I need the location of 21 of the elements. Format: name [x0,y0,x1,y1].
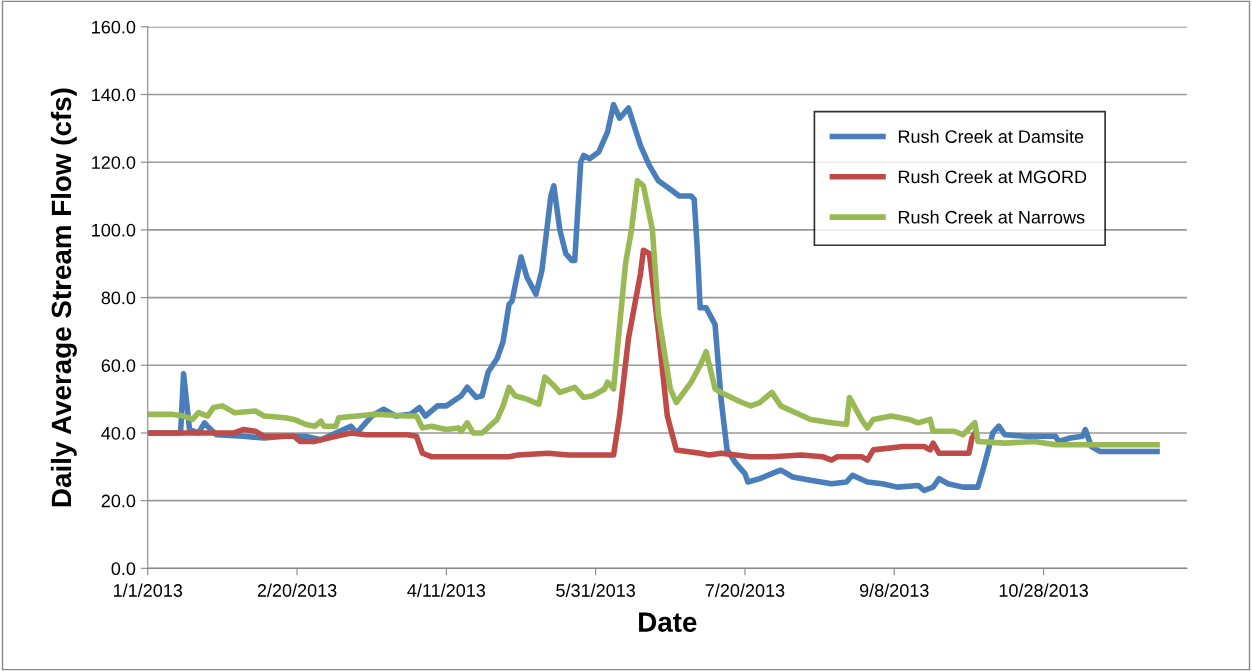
x-tick-label: 7/20/2013 [705,583,785,597]
y-tick-label: 40.0 [101,426,136,440]
y-tick-label: 0.0 [111,562,136,576]
y-tick-label: 160.0 [92,20,136,34]
y-tick-label: 80.0 [101,291,136,305]
y-tick-label: 120.0 [92,156,136,169]
legend-label: Rush Creek at MGORD [898,170,1087,184]
y-tick-label: 20.0 [101,494,136,508]
x-tick-label: 4/11/2013 [407,583,486,597]
x-tick-label: 2/20/2013 [257,583,337,597]
y-tick-label: 140.0 [92,88,136,102]
x-tick-label: 9/8/2013 [859,583,929,597]
y-axis-title: Daily Average Stream Flow (cfs) [50,88,77,507]
y-tick-label: 100.0 [92,223,136,237]
y-tick-label: 60.0 [101,359,136,372]
legend-label: Rush Creek at Damsite [898,129,1084,143]
x-tick-label: 10/28/2013 [999,583,1088,597]
x-axis-title: Date [639,612,697,632]
x-tick-label: 1/1/2013 [113,583,183,597]
legend-label: Rush Creek at Narrows [898,210,1085,224]
x-tick-label: 5/31/2013 [556,583,636,597]
